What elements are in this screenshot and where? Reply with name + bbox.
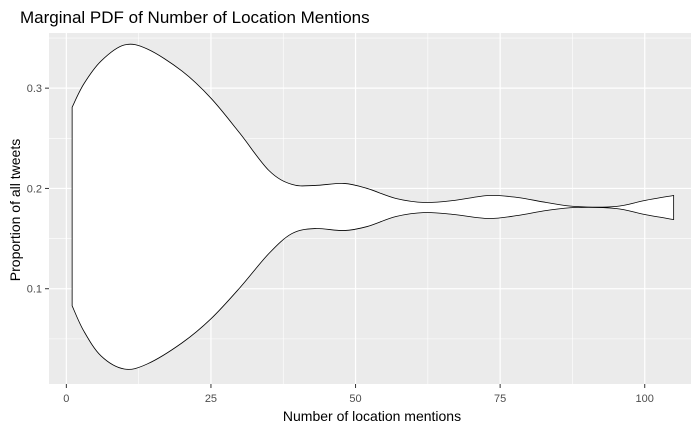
y-axis-ticks: 0.1 0.2 0.3 — [27, 83, 49, 296]
y-tick-label: 0.3 — [27, 83, 42, 95]
x-axis-ticks: 0 25 50 75 100 — [63, 384, 654, 405]
x-tick-label: 75 — [494, 393, 506, 405]
x-tick-label: 0 — [63, 393, 69, 405]
violin-shape — [71, 43, 675, 370]
y-tick-label: 0.1 — [27, 284, 42, 296]
y-tick-label: 0.2 — [27, 183, 42, 195]
x-axis-title: Number of location mentions — [283, 408, 461, 424]
x-tick-label: 100 — [636, 393, 654, 405]
y-axis-title: Proportion of all tweets — [7, 139, 23, 281]
chart-title: Marginal PDF of Number of Location Menti… — [20, 8, 370, 27]
x-tick-label: 25 — [205, 393, 217, 405]
x-tick-label: 50 — [349, 393, 361, 405]
